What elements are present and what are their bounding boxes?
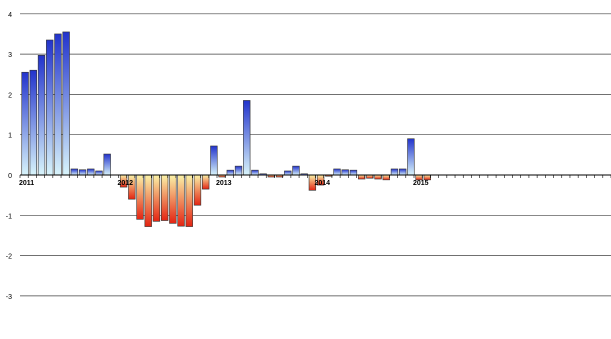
y-tick-label: 3	[8, 52, 12, 59]
bar	[292, 165, 300, 176]
bar	[37, 55, 46, 176]
y-tick-label: 2	[8, 92, 12, 99]
bar	[87, 168, 95, 176]
x-tick-label: 2011	[19, 180, 34, 187]
bar	[185, 174, 193, 227]
bar	[144, 174, 152, 227]
y-tick-label: 0	[8, 173, 12, 180]
bar	[152, 174, 161, 222]
bar	[390, 168, 399, 176]
y-tick-label: -2	[6, 254, 12, 261]
x-tick-labels: 2011 2012 2013 2014 2015	[19, 180, 429, 187]
y-tick-label: -3	[6, 294, 12, 301]
bar	[177, 174, 185, 227]
y-tick-label: 4	[8, 12, 12, 19]
gridlines	[20, 13, 611, 337]
bar	[349, 169, 358, 176]
x-tick-label: 2015	[413, 180, 429, 187]
x-axis-tick-marks	[19, 175, 611, 178]
bar	[169, 174, 177, 224]
bar	[95, 170, 103, 176]
bar	[357, 174, 366, 180]
bar	[103, 153, 111, 176]
bar	[399, 168, 407, 176]
bar	[234, 165, 243, 176]
bar	[29, 69, 37, 176]
x-tick-label: 2013	[216, 180, 232, 187]
bar	[193, 174, 202, 206]
x-tick-label: 2012	[118, 180, 134, 187]
bar	[243, 100, 251, 176]
bars	[21, 31, 431, 227]
bar	[407, 138, 415, 176]
bar	[226, 169, 234, 176]
x-tick-label: 2014	[315, 180, 331, 187]
bar	[333, 168, 341, 176]
bar	[251, 169, 259, 176]
bar	[382, 174, 390, 181]
bar	[341, 169, 349, 176]
bar	[46, 39, 54, 176]
y-tick-label: 1	[8, 133, 12, 140]
bar	[70, 168, 79, 176]
bar	[136, 174, 144, 220]
bar	[62, 31, 70, 176]
bar	[21, 71, 29, 176]
bar	[78, 169, 87, 176]
bar	[374, 174, 382, 180]
y-tick-label: -1	[6, 213, 12, 220]
bar	[128, 174, 136, 200]
bar	[160, 174, 169, 221]
bar	[284, 170, 292, 176]
bar	[54, 33, 62, 176]
bar	[202, 174, 210, 190]
bar	[210, 145, 218, 176]
